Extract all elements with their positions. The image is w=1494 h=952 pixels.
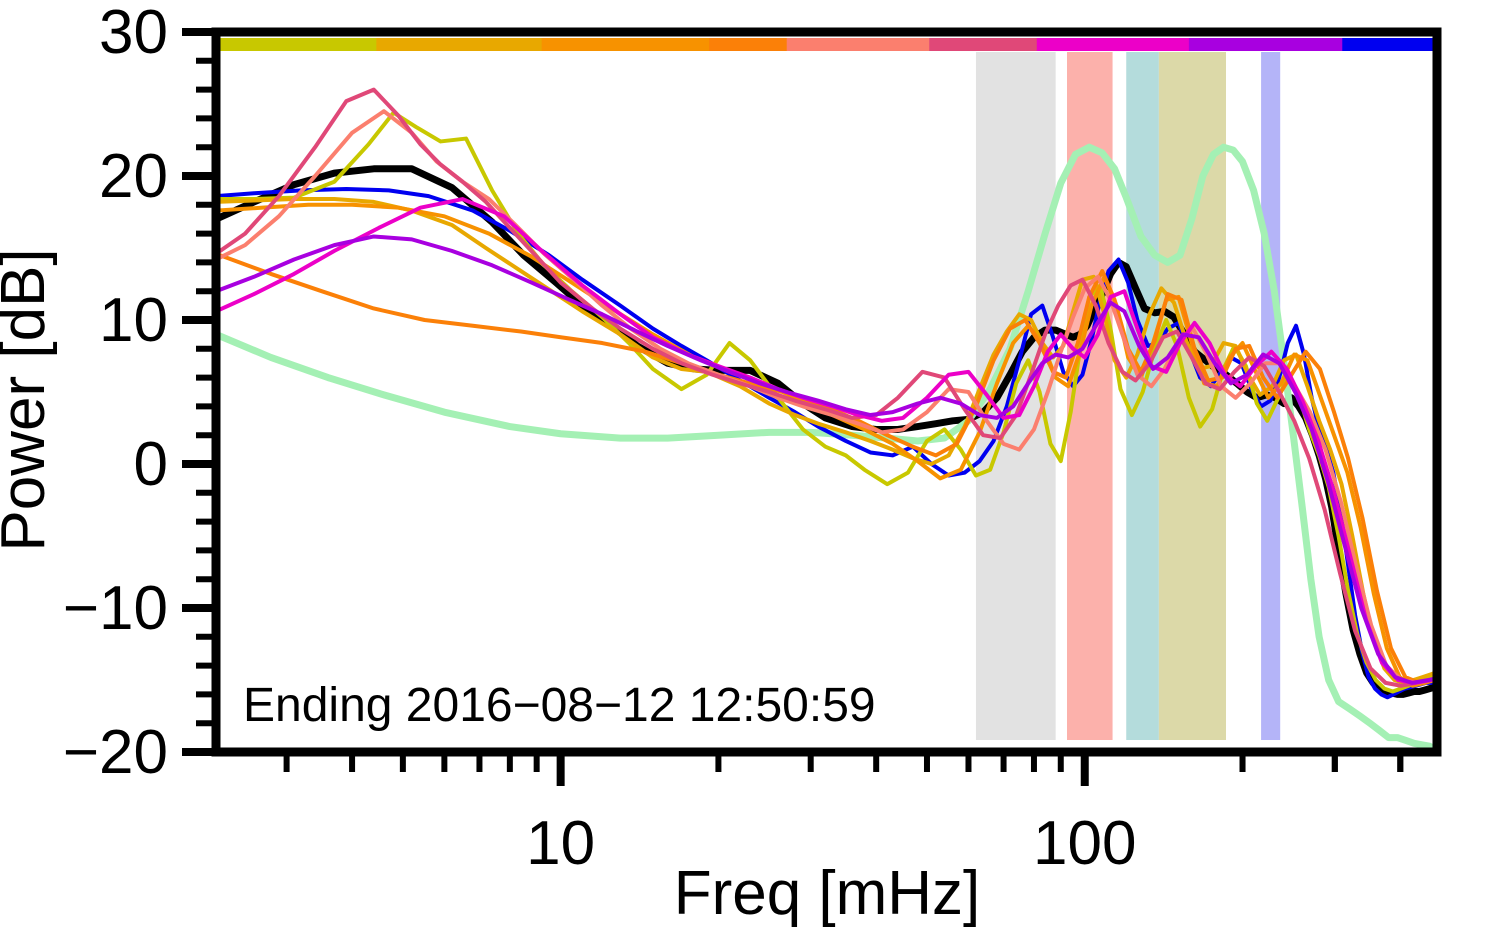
x-tick-label: 100: [1033, 809, 1136, 878]
y-axis-label: Power [dB]: [0, 248, 58, 551]
annotation-ending-timestamp: Ending 2016−08−12 12:50:59: [243, 679, 876, 732]
y-tick-label: 0: [134, 430, 168, 499]
x-tick-label: 10: [526, 809, 595, 878]
colorbar-segment-0: [216, 38, 378, 51]
colorbar-layer: [216, 38, 1438, 51]
series-trace-purple: [214, 234, 1438, 685]
colorbar-segment-1: [376, 38, 543, 51]
series-layer: [212, 87, 1439, 753]
y-tick-label: 30: [99, 0, 168, 67]
series-trace-magenta: [214, 197, 1438, 685]
colorbar-segment-5: [929, 38, 1038, 51]
y-tick-label: 10: [99, 286, 168, 355]
series-trace-blue: [214, 186, 1438, 700]
y-tick-label: 20: [99, 142, 168, 211]
series-trace-gold: [214, 197, 1438, 685]
colorbar-segment-4: [786, 38, 931, 51]
colorbar-segment-3: [709, 38, 788, 51]
colorbar-segment-7: [1188, 38, 1344, 51]
ticks-layer: [182, 28, 1404, 786]
axes-frame-layer: [211, 27, 1442, 757]
series-trace-lightgreen-outlier: [212, 143, 1439, 753]
colorbar-segment-6: [1036, 38, 1190, 51]
series-trace-rose: [214, 87, 1438, 688]
y-tick-label: −20: [63, 718, 168, 787]
colorbar-segment-2: [541, 38, 710, 51]
plot-frame: [211, 27, 1442, 757]
colorbar-segment-8: [1342, 38, 1438, 51]
series-trace-orange2: [214, 251, 1436, 685]
y-tick-label: −10: [63, 574, 168, 643]
x-axis-label: Freq [mHz]: [674, 859, 981, 928]
tick-labels-layer: 10 100 −20 −10 0 10 20 30: [63, 0, 1137, 878]
shaded-bands-layer: [975, 52, 1281, 740]
